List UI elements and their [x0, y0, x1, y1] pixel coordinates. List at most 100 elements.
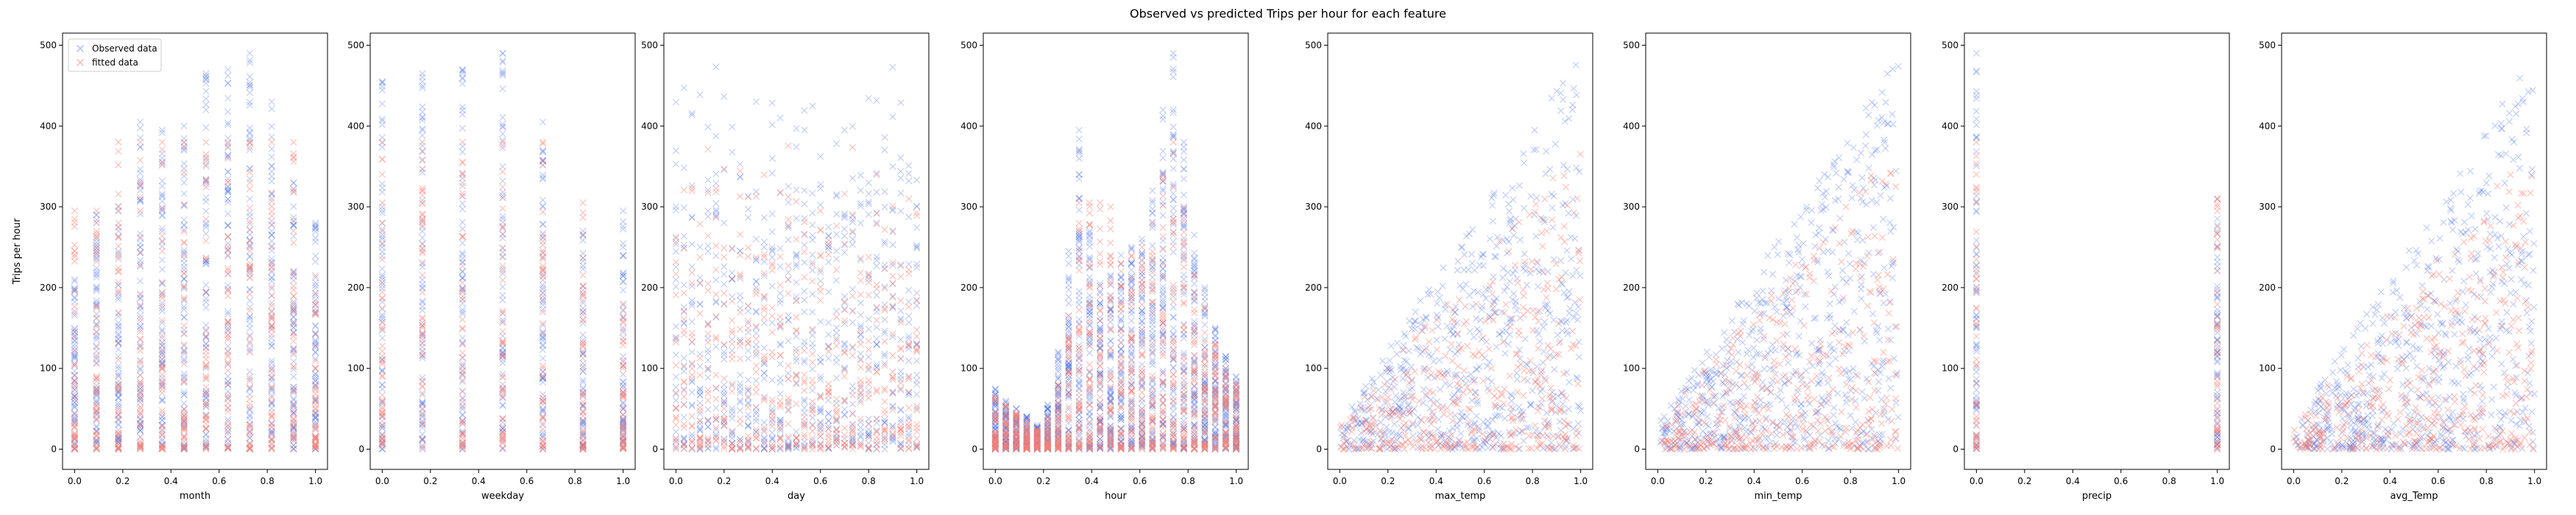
- observed-point-490: [224, 65, 232, 74]
- observed-point-975: [1128, 272, 1135, 280]
- observed-point-494: [224, 221, 232, 229]
- observed-point-85: [419, 224, 426, 231]
- fitted-point-227: [579, 408, 587, 416]
- observed-point-607: [1075, 416, 1083, 424]
- fitted-point-87: [704, 321, 712, 328]
- fitted-point-450: [873, 210, 880, 217]
- fitted-point-236: [180, 228, 188, 235]
- observed-point-96: [419, 113, 426, 121]
- observed-point-323: [776, 263, 784, 270]
- fitted-point-410: [849, 432, 856, 440]
- fitted-point-151: [499, 277, 506, 284]
- observed-point-522: [1065, 324, 1072, 331]
- fitted-point-96: [115, 234, 122, 241]
- observed-point-348: [785, 269, 792, 277]
- observed-point-515: [1065, 275, 1072, 283]
- observed-point-372: [793, 260, 800, 268]
- fitted-point-292: [202, 444, 210, 452]
- fitted-point-48: [688, 280, 696, 287]
- fitted-point-193: [752, 290, 760, 298]
- observed-point-1156: [1159, 185, 1167, 193]
- observed-point-661: [268, 133, 275, 141]
- fitted-point-534: [905, 404, 913, 411]
- observed-point-282: [539, 175, 547, 183]
- fitted-point-491: [889, 272, 896, 280]
- fitted-point-91: [115, 267, 122, 274]
- observed-point-80: [93, 274, 100, 281]
- fitted-point-51: [688, 365, 696, 372]
- fitted-point-108: [459, 377, 467, 384]
- observed-point-624: [1075, 135, 1083, 143]
- observed-point-122: [712, 207, 720, 216]
- observed-point-235: [744, 347, 752, 355]
- observed-point-693: [897, 376, 905, 383]
- fitted-point-488: [889, 368, 896, 375]
- observed-point-103: [419, 424, 426, 431]
- fitted-point-550: [913, 402, 921, 410]
- fitted-point-167: [499, 183, 506, 191]
- fitted-point-512: [897, 429, 905, 436]
- observed-point-1289: [1180, 383, 1188, 391]
- fitted-point-71: [419, 445, 426, 453]
- fitted-point-261: [579, 433, 587, 441]
- fitted-point-321: [224, 336, 232, 344]
- observed-point-211: [137, 411, 144, 419]
- observed-point-36: [71, 285, 78, 293]
- observed-point-36: [680, 204, 687, 212]
- observed-point-728: [1097, 417, 1104, 425]
- observed-point-786: [312, 383, 319, 391]
- observed-point-388: [801, 259, 808, 266]
- observed-point-601: [1075, 348, 1083, 355]
- observed-point-97: [704, 319, 712, 327]
- observed-point-564: [1075, 288, 1083, 295]
- observed-point-258: [752, 284, 760, 291]
- observed-point-200: [115, 319, 122, 327]
- observed-point-517: [224, 95, 232, 102]
- observed-point-1166: [1159, 379, 1167, 386]
- fitted-point-216: [768, 329, 776, 336]
- observed-point-194: [459, 70, 467, 77]
- observed-point-263: [752, 257, 760, 264]
- observed-point-6: [71, 439, 78, 447]
- observed-point-338: [539, 273, 547, 280]
- observed-point-404: [579, 305, 587, 312]
- observed-point-230: [744, 422, 752, 430]
- fitted-point-241: [180, 294, 188, 302]
- observed-point-587: [246, 130, 253, 138]
- fitted-point-312: [202, 254, 210, 261]
- observed-point-160: [459, 306, 467, 313]
- observed-point-54: [688, 111, 696, 119]
- observed-point-328: [539, 284, 547, 291]
- observed-point-777: [312, 279, 319, 286]
- fitted-point-34: [680, 441, 687, 449]
- observed-point-554: [857, 433, 864, 441]
- observed-point-485: [620, 419, 627, 426]
- fitted-point-248: [776, 425, 784, 433]
- observed-point-117: [93, 271, 100, 279]
- observed-point-657: [1086, 413, 1094, 421]
- fitted-point-285: [202, 390, 210, 397]
- observed-point-51: [991, 386, 999, 394]
- fitted-point-369: [832, 395, 841, 403]
- observed-point-148: [459, 308, 467, 316]
- observed-point-27: [680, 232, 687, 240]
- observed-point-1405: [1201, 380, 1209, 388]
- observed-point-488: [1055, 365, 1062, 373]
- observed-point-221: [744, 308, 752, 315]
- observed-point-736: [1097, 403, 1104, 411]
- fitted-point-204: [760, 439, 768, 447]
- observed-point-722: [1097, 300, 1104, 308]
- observed-point-605: [246, 213, 253, 220]
- fitted-point-404: [246, 333, 253, 341]
- observed-point-215: [499, 283, 506, 291]
- observed-point-460: [1055, 391, 1062, 399]
- observed-point-425: [809, 291, 816, 298]
- observed-point-825: [312, 337, 319, 344]
- observed-point-71: [688, 299, 696, 307]
- observed-point-573: [246, 236, 253, 244]
- observed-point-931: [1128, 266, 1135, 274]
- fitted-point-175: [499, 141, 506, 149]
- fitted-point-539: [312, 289, 319, 296]
- fitted-point-511: [897, 346, 905, 353]
- observed-point-296: [539, 429, 547, 436]
